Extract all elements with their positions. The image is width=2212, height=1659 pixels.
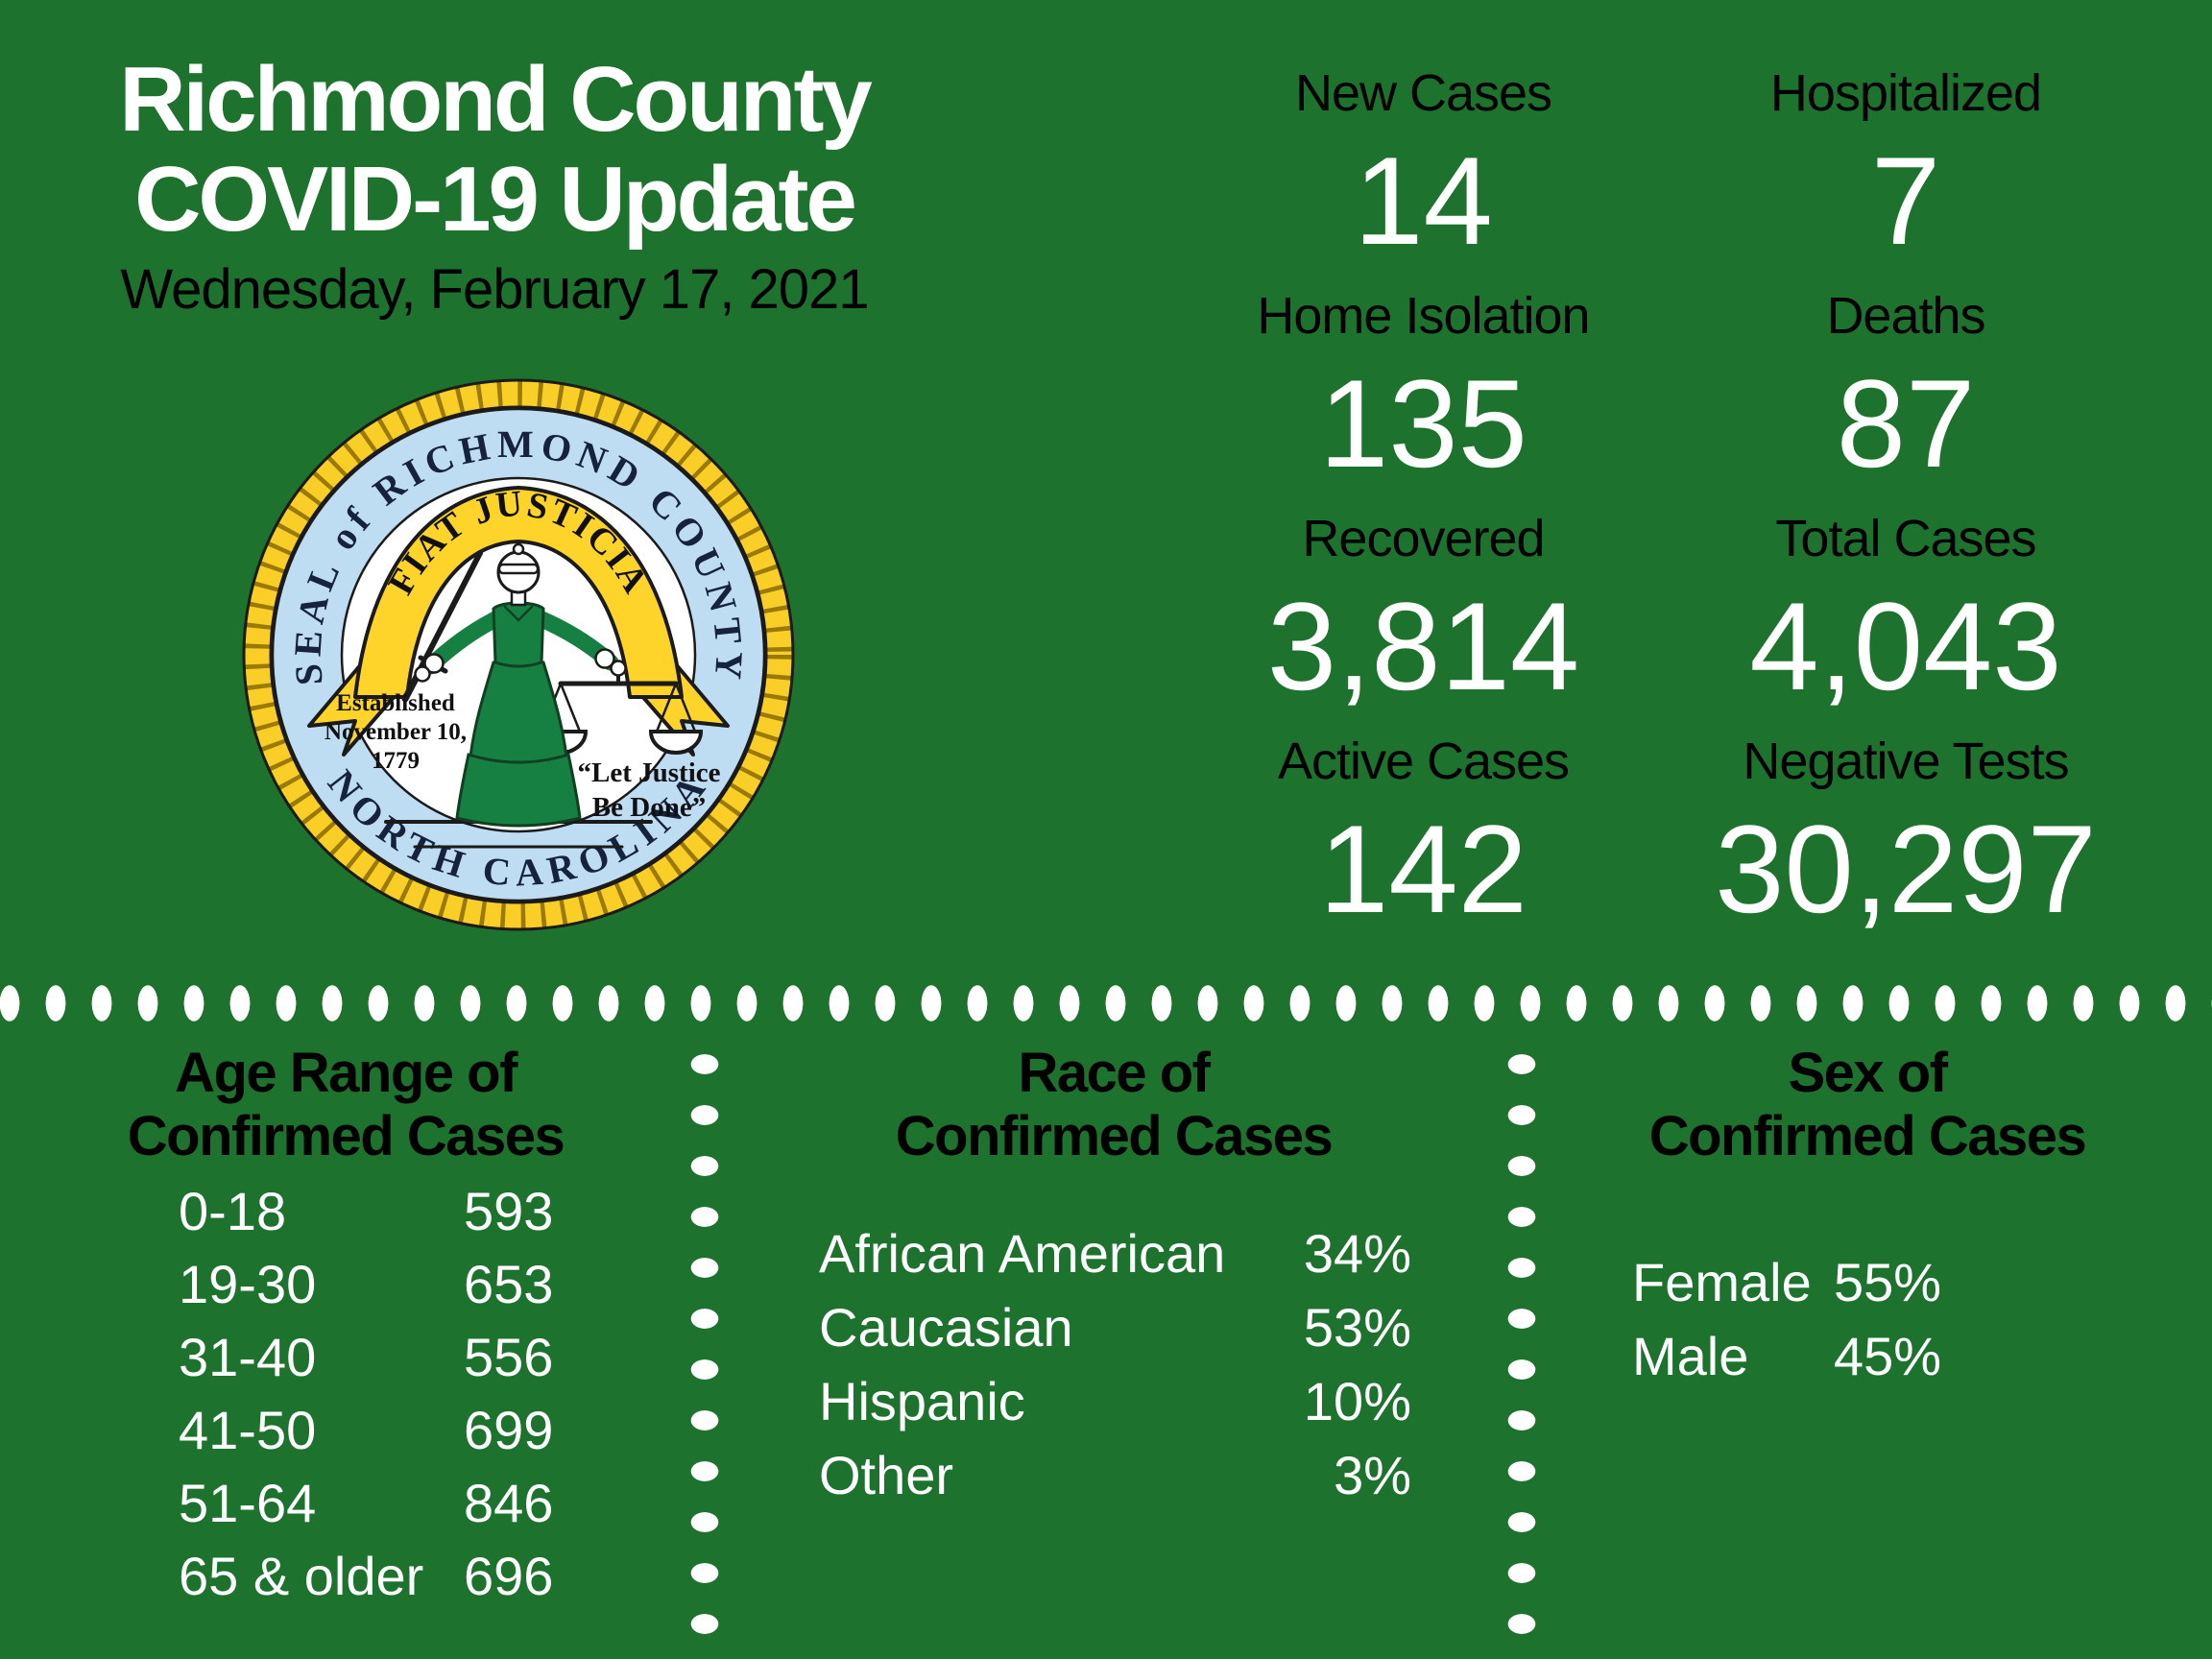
seal-established-line3: 1779 bbox=[372, 748, 420, 774]
seal-established-line2: November 10, bbox=[325, 719, 467, 745]
sex-row-value: 45% bbox=[1834, 1326, 1942, 1386]
age-section-title-line2: Confirmed Cases bbox=[127, 1105, 565, 1167]
age-row-label: 31-40 bbox=[179, 1326, 317, 1387]
race-section-title-line1: Race of bbox=[1018, 1042, 1211, 1104]
seal-rope-ring bbox=[242, 378, 795, 931]
age-rows: 0-18 593 19-30 653 31-40 556 41-50 699 5… bbox=[115, 1174, 576, 1612]
age-row: 0-18 593 bbox=[115, 1174, 576, 1247]
age-section-title-line1: Age Range of bbox=[175, 1042, 517, 1104]
stat-new-cases: New Cases 14 bbox=[1162, 63, 1685, 286]
race-rows: African American 34% Caucasian 53% Hispa… bbox=[773, 1216, 1455, 1512]
stat-label: New Cases bbox=[1294, 64, 1552, 122]
age-row: 31-40 556 bbox=[115, 1320, 576, 1393]
race-row-label: Hispanic bbox=[819, 1371, 1025, 1431]
race-row: Hispanic 10% bbox=[773, 1364, 1455, 1438]
stat-value: 87 bbox=[1836, 353, 1976, 493]
race-row: Other 3% bbox=[773, 1438, 1455, 1512]
race-row-value: 3% bbox=[1334, 1445, 1411, 1505]
stat-total-cases: Total Cases 4,043 bbox=[1685, 509, 2127, 732]
page-title-line2: COVID-19 Update bbox=[134, 148, 857, 251]
sex-row-value: 55% bbox=[1834, 1252, 1942, 1312]
race-row: African American 34% bbox=[773, 1216, 1455, 1290]
age-row-value: 846 bbox=[464, 1472, 554, 1533]
age-range-section: Age Range of Confirmed Cases 0-18 593 19… bbox=[115, 1042, 576, 1612]
age-row-label: 0-18 bbox=[179, 1180, 287, 1241]
vertical-dotted-divider-right bbox=[1507, 1039, 1536, 1659]
sex-section-title-line1: Sex of bbox=[1788, 1042, 1948, 1104]
age-row-label: 19-30 bbox=[179, 1253, 317, 1314]
stat-label: Recovered bbox=[1302, 510, 1545, 567]
vertical-dotted-divider-left bbox=[690, 1039, 719, 1659]
sex-row: Female 55% bbox=[1589, 1245, 2146, 1319]
stat-value: 7 bbox=[1870, 131, 1941, 271]
age-row-value: 593 bbox=[464, 1180, 554, 1241]
county-seal: SEAL of RICHMOND COUNTY NORTH CAROLINA F… bbox=[242, 378, 795, 931]
county-seal-icon: SEAL of RICHMOND COUNTY NORTH CAROLINA F… bbox=[242, 378, 795, 931]
stat-value: 14 bbox=[1354, 131, 1493, 271]
race-section-title-line2: Confirmed Cases bbox=[895, 1105, 1334, 1167]
stat-label: Active Cases bbox=[1277, 733, 1570, 790]
sex-section-title-line2: Confirmed Cases bbox=[1648, 1105, 2087, 1167]
race-row-value: 53% bbox=[1303, 1297, 1411, 1358]
stat-deaths: Deaths 87 bbox=[1685, 286, 2127, 509]
sex-section: Sex of Confirmed Cases Female 55% Male 4… bbox=[1589, 1042, 2146, 1393]
stat-label: Home Isolation bbox=[1257, 287, 1590, 345]
race-row-label: African American bbox=[819, 1223, 1226, 1284]
stats-grid: New Cases 14 Hospitalized 7 Home Isolati… bbox=[1162, 63, 2127, 954]
race-row: Caucasian 53% bbox=[773, 1290, 1455, 1364]
age-row-label: 51-64 bbox=[179, 1472, 317, 1533]
race-row-value: 34% bbox=[1303, 1223, 1411, 1284]
stat-active-cases: Active Cases 142 bbox=[1162, 732, 1685, 954]
stat-value: 30,297 bbox=[1715, 799, 2097, 939]
age-row-label: 65 & older bbox=[179, 1545, 424, 1606]
race-row-value: 10% bbox=[1303, 1371, 1411, 1431]
stat-label: Deaths bbox=[1826, 287, 1985, 345]
sex-rows: Female 55% Male 45% bbox=[1589, 1245, 2146, 1393]
stat-label: Negative Tests bbox=[1743, 733, 2069, 790]
age-row-value: 699 bbox=[464, 1399, 554, 1460]
age-row-value: 653 bbox=[464, 1253, 554, 1314]
age-row-value: 556 bbox=[464, 1326, 554, 1387]
stat-value: 135 bbox=[1319, 353, 1527, 493]
sex-row-label: Male bbox=[1632, 1326, 1749, 1386]
stat-negative-tests: Negative Tests 30,297 bbox=[1685, 732, 2127, 954]
race-section: Race of Confirmed Cases African American… bbox=[773, 1042, 1455, 1512]
seal-established-line1: Established bbox=[336, 690, 455, 716]
age-row-value: 696 bbox=[464, 1545, 554, 1606]
race-row-label: Caucasian bbox=[819, 1297, 1073, 1358]
age-row-label: 41-50 bbox=[179, 1399, 317, 1460]
horizontal-dotted-divider bbox=[0, 985, 2212, 1022]
stat-value: 3,814 bbox=[1266, 576, 1580, 716]
age-row: 19-30 653 bbox=[115, 1247, 576, 1320]
age-row: 65 & older 696 bbox=[115, 1539, 576, 1612]
sex-row-label: Female bbox=[1632, 1252, 1812, 1312]
sex-row: Male 45% bbox=[1589, 1319, 2146, 1393]
seal-motto-line2: Be Done” bbox=[592, 792, 706, 823]
stat-value: 142 bbox=[1319, 799, 1527, 939]
page-title-line1: Richmond County bbox=[119, 48, 873, 151]
stat-recovered: Recovered 3,814 bbox=[1162, 509, 1685, 732]
stat-label: Hospitalized bbox=[1769, 64, 2042, 122]
stat-home-isolation: Home Isolation 135 bbox=[1162, 286, 1685, 509]
header: Richmond County COVID-19 Update Wednesda… bbox=[58, 50, 931, 321]
age-row: 51-64 846 bbox=[115, 1466, 576, 1539]
report-date: Wednesday, February 17, 2021 bbox=[120, 258, 869, 321]
lady-justice-figure bbox=[384, 542, 704, 849]
race-row-label: Other bbox=[819, 1445, 954, 1505]
seal-captions: Established November 10, 1779 “Let Justi… bbox=[325, 690, 721, 823]
stat-hospitalized: Hospitalized 7 bbox=[1685, 63, 2127, 286]
stat-label: Total Cases bbox=[1775, 510, 2036, 567]
seal-motto-line1: “Let Justice bbox=[578, 757, 721, 788]
stat-value: 4,043 bbox=[1749, 576, 2062, 716]
age-row: 41-50 699 bbox=[115, 1393, 576, 1466]
